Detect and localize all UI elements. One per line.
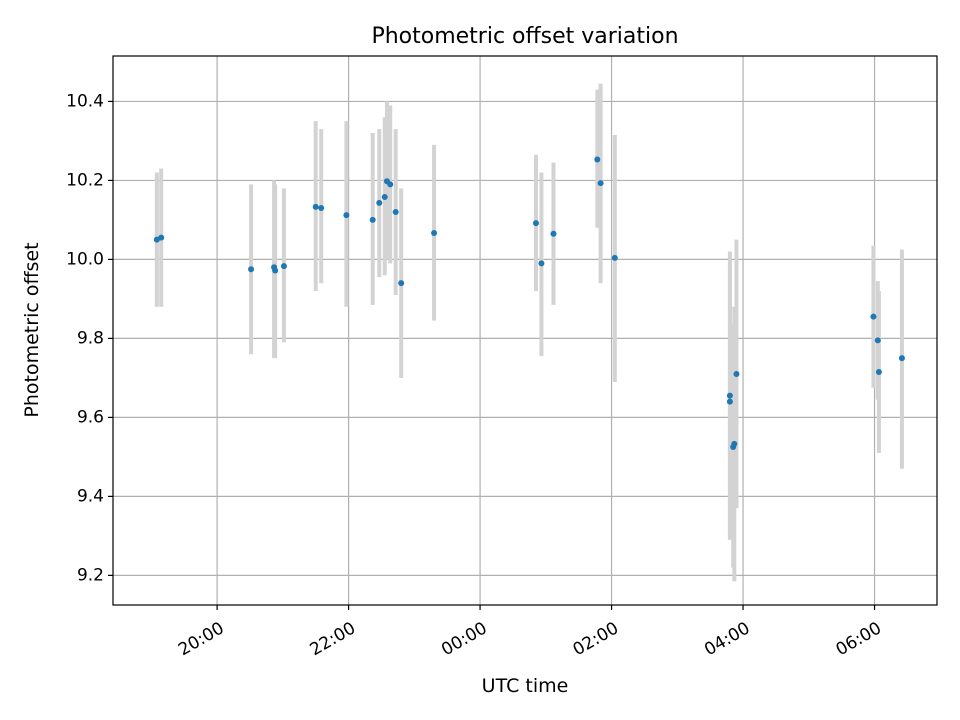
y-axis-ticks: 9.2 9.4 9.6 9.8 10.0 10.2 10.4 [66,91,113,585]
data-point [870,313,877,320]
data-point [280,263,287,270]
y-tick-label: 10.0 [66,249,104,269]
data-point [874,337,881,344]
y-tick-label: 9.6 [77,407,104,427]
data-point [387,181,394,188]
data-point [597,180,604,187]
data-point [272,267,279,274]
data-point [381,194,388,201]
data-point [376,199,383,206]
plot-frame [112,55,938,606]
y-tick-label: 9.4 [77,486,104,506]
chart-title: Photometric offset variation [371,24,678,49]
data-point [726,392,733,399]
data-point [158,234,165,241]
data-point [318,205,325,212]
data-point [248,266,255,273]
data-point [532,220,539,227]
y-tick-label: 10.2 [66,170,104,190]
grid-lines [113,56,937,605]
y-tick-label: 9.8 [77,328,104,348]
data-point [392,209,399,216]
data-point [875,368,882,375]
data-point [431,229,438,236]
data-point [594,156,601,163]
data-point [733,370,740,377]
data-point [898,355,905,362]
x-axis-label: UTC time [482,675,569,697]
data-point [343,212,350,219]
data-point [369,216,376,223]
data-point [731,440,738,447]
data-point [538,260,545,267]
data-point [611,254,618,261]
data-point [312,203,319,210]
y-axis-label: Photometric offset [21,242,43,417]
y-tick-label: 9.2 [77,565,104,585]
data-point [550,230,557,237]
data-point [398,280,405,287]
data-point [726,398,733,405]
data-points [153,156,905,451]
y-tick-label: 10.4 [66,91,104,111]
